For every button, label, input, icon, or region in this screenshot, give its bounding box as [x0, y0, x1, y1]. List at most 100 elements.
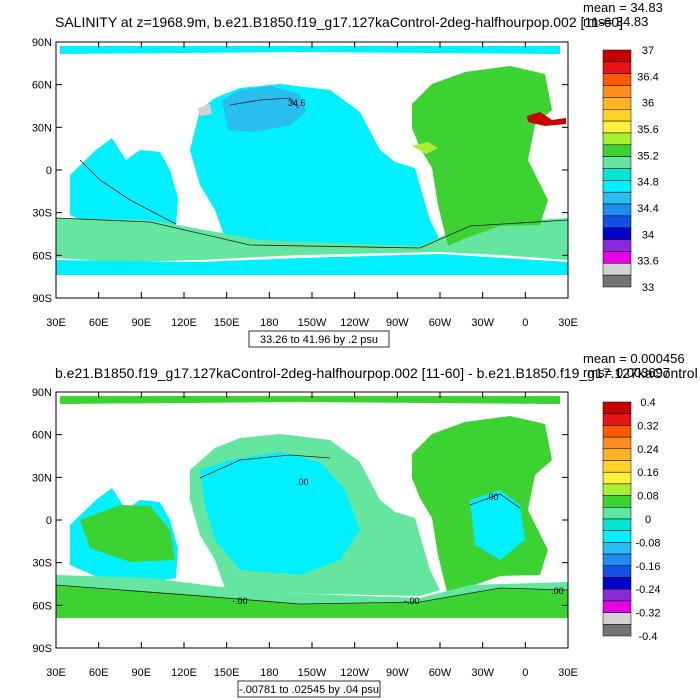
range-note-box: [248, 330, 390, 348]
colorbar-label: 34.4: [637, 203, 658, 215]
x-tick-label: 90E: [132, 667, 152, 679]
colorbar-swatch: [602, 425, 632, 438]
x-tick-label: 120E: [171, 667, 197, 679]
colorbar-swatch: [602, 156, 632, 169]
range-note-box: [237, 680, 381, 698]
y-tick-label: 90S: [32, 643, 52, 655]
x-tick-label: 30W: [471, 667, 494, 679]
y-tick-label: 30N: [32, 472, 52, 484]
colorbar-swatch: [602, 612, 632, 625]
x-tick-label: 120W: [340, 317, 369, 329]
colorbar-swatch: [602, 483, 632, 496]
chart-title: SALINITY at z=1968.9m, b.e21.B1850.f19_g…: [55, 14, 623, 30]
y-axis: 90N 60N 30N 0 30S 60S 90S: [32, 387, 568, 655]
y-tick-label: 0: [46, 165, 52, 177]
chart-title: b.e21.B1850.f19_g17.127kaControl-2deg-ha…: [55, 365, 698, 381]
map-field: 34.6: [55, 42, 569, 298]
colorbar-swatch: [602, 471, 632, 485]
colorbar-label: 35.2: [637, 150, 658, 162]
colorbar-label: 34.8: [637, 177, 658, 189]
colorbar-swatch: [602, 97, 632, 110]
colorbar-swatch: [602, 577, 632, 590]
colorbar-label: -0.32: [635, 608, 660, 620]
x-tick-label: 60W: [429, 667, 452, 679]
contour-label: .00: [296, 477, 309, 487]
colorbar-swatch: [602, 542, 632, 555]
colorbar-label: 37: [642, 45, 654, 57]
y-tick-label: 90N: [32, 37, 52, 49]
y-tick-label: 60N: [32, 430, 52, 442]
colorbar-label: 0.32: [637, 420, 658, 432]
colorbar-swatch: [602, 239, 632, 252]
x-tick-label: 60E: [89, 317, 109, 329]
colorbar-label: -0.08: [635, 537, 660, 549]
colorbar-label: 0.08: [637, 491, 658, 503]
colorbar-swatch: [602, 436, 632, 450]
x-axis: 30E 60E 90E 120E 150E 180 150W 120W 90W 60W 30W 0 30…: [46, 392, 578, 679]
x-tick-label: 90E: [132, 317, 152, 329]
colorbar-label: 36.4: [637, 71, 658, 83]
colorbar-swatch: [602, 448, 632, 461]
rms-label: rms= 0.003697: [583, 365, 670, 380]
colorbar-label: 0.16: [637, 467, 658, 479]
colorbar-swatch: [602, 203, 632, 217]
contour-label: -.00: [232, 596, 248, 606]
colorbar: 37 36.4 36 35.6 35.2 34.8 34.4 34 33.6 33: [602, 45, 659, 294]
x-tick-label: 30W: [471, 317, 494, 329]
y-tick-label: 60N: [32, 80, 52, 92]
y-tick-label: 90N: [32, 387, 52, 399]
colorbar-swatch: [602, 413, 632, 426]
y-tick-label: 90S: [32, 293, 52, 305]
colorbar-label: -0.24: [635, 584, 660, 596]
x-tick-label: 150E: [214, 667, 240, 679]
colorbar-swatch: [602, 180, 632, 193]
panel-salinity-difference: b.e21.B1850.f19_g17.127kaControl-2deg-ha…: [32, 351, 698, 698]
contour-label: .00: [486, 492, 499, 502]
colorbar-swatch: [602, 588, 632, 602]
colorbar-swatch: [602, 120, 632, 134]
colorbar-swatch: [602, 49, 632, 63]
colorbar-swatch: [602, 495, 632, 508]
x-tick-label: 0: [522, 667, 528, 679]
range-note: -.00781 to .02545 by .04 psu: [239, 684, 379, 696]
x-tick-label: 60E: [89, 667, 109, 679]
colorbar-swatch: [602, 460, 632, 473]
colorbar-swatch: [602, 251, 632, 264]
x-tick-label: 150W: [298, 317, 327, 329]
contour-label: .00: [551, 586, 564, 596]
colorbar-swatch: [602, 227, 632, 240]
colorbar-label: -0.4: [639, 631, 658, 643]
y-tick-label: 60S: [32, 250, 52, 262]
colorbar: 0.4 0.32 0.24 0.16 0.08 0 -0.08 -0.16 -0.24 -0.32…: [602, 397, 661, 643]
mean-label: mean = 0.000456: [583, 351, 685, 366]
x-axis: 30E 60E 90E 120E 150E 180 150W 120W 90W 60W 30W 0 30…: [46, 42, 578, 329]
colorbar-swatch: [602, 274, 632, 288]
x-tick-label: 150E: [214, 317, 240, 329]
colorbar-swatch: [602, 215, 632, 228]
colorbar-label: 34: [642, 229, 654, 241]
x-tick-label: 180: [260, 317, 278, 329]
colorbar-swatch: [602, 530, 632, 543]
contour-label: -.00: [404, 596, 420, 606]
map-field: .00 .00 -.00 -.00 .00: [55, 392, 569, 648]
colorbar-label: 33: [642, 282, 654, 294]
x-tick-label: 120E: [171, 317, 197, 329]
colorbar-swatch: [602, 85, 632, 98]
colorbar-swatch: [602, 61, 632, 74]
colorbar-label: 36: [642, 98, 654, 110]
colorbar-swatch: [602, 144, 632, 157]
x-tick-label: 90W: [386, 317, 409, 329]
colorbar-swatch: [602, 553, 632, 567]
x-tick-label: 30E: [46, 667, 66, 679]
x-tick-label: 150W: [298, 667, 327, 679]
x-tick-label: 30E: [558, 667, 578, 679]
x-tick-label: 120W: [340, 667, 369, 679]
colorbar-label: 35.6: [637, 124, 658, 136]
colorbar-label: 0: [645, 514, 651, 526]
x-tick-label: 30E: [46, 317, 66, 329]
colorbar-label: 0.24: [637, 444, 658, 456]
colorbar-swatch: [602, 73, 632, 86]
colorbar-swatch: [602, 191, 632, 205]
colorbar-swatch: [602, 565, 632, 578]
colorbar-swatch: [602, 109, 632, 122]
